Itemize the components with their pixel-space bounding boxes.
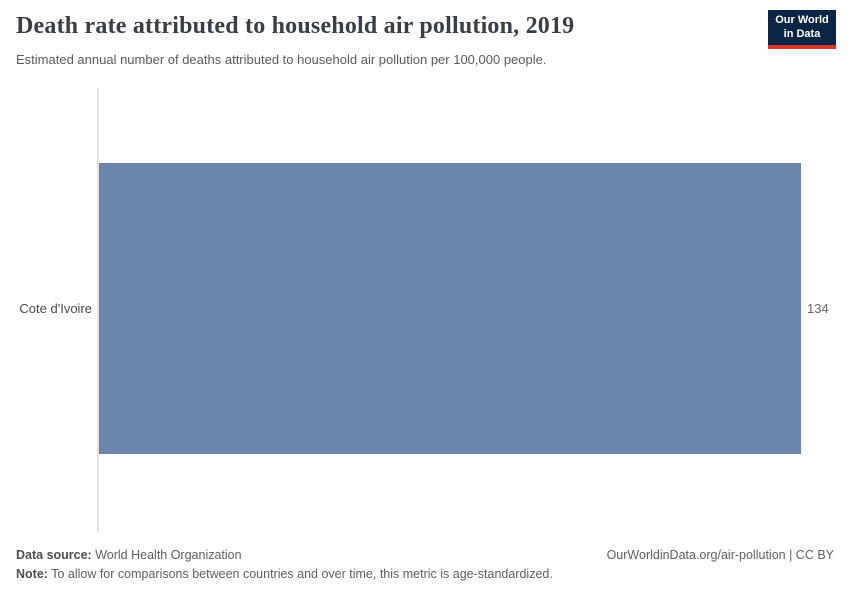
footer: Data source: World Health Organization O…: [16, 548, 834, 581]
y-axis-line: [97, 88, 99, 532]
owid-logo[interactable]: Our World in Data: [768, 10, 836, 49]
footer-line1: Data source: World Health Organization O…: [16, 548, 834, 562]
bar[interactable]: [99, 163, 801, 454]
plot-area: Cote d'Ivoire 134: [0, 88, 850, 532]
note-label: Note:: [16, 567, 48, 581]
data-source-label: Data source:: [16, 548, 92, 562]
note-text: To allow for comparisons between countri…: [51, 567, 553, 581]
data-source-line: Data source: World Health Organization: [16, 548, 242, 562]
owid-logo-line2: in Data: [783, 27, 821, 40]
credit-link[interactable]: OurWorldinData.org/air-pollution | CC BY: [606, 548, 834, 562]
value-label: 134: [807, 301, 829, 316]
chart-title: Death rate attributed to household air p…: [16, 13, 575, 39]
chart-subtitle: Estimated annual number of deaths attrib…: [16, 52, 547, 67]
footer-line2: Note: To allow for comparisons between c…: [16, 567, 834, 581]
bar-track: [99, 163, 801, 454]
owid-logo-line1: Our World: [775, 14, 829, 26]
entity-label: Cote d'Ivoire: [19, 301, 92, 316]
data-source-text: World Health Organization: [95, 548, 242, 562]
